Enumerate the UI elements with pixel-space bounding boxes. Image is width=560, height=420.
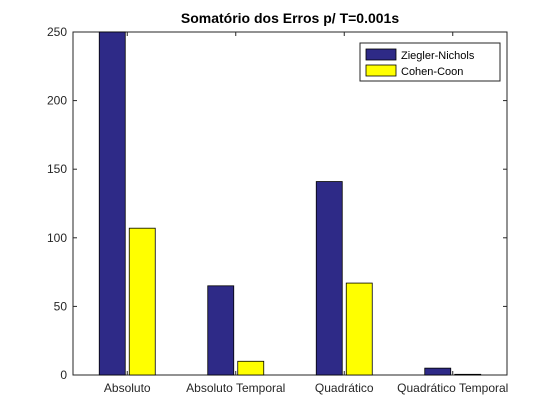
x-tick-label: Quadrático Temporal xyxy=(397,381,508,395)
bars xyxy=(98,31,482,376)
y-tick-label: 100 xyxy=(47,231,67,245)
legend: Ziegler-Nichols Cohen-Coon xyxy=(359,42,501,82)
bar-cohen-coon-3 xyxy=(454,373,482,376)
bar-ziegler-nichols-1 xyxy=(207,285,235,376)
x-tick-label: Quadrático xyxy=(315,381,374,395)
bar-ziegler-nichols-2 xyxy=(315,181,343,376)
legend-swatch-cohen-coon xyxy=(365,64,397,77)
chart-title: Somatório dos Erros p/ T=0.001s xyxy=(181,10,399,26)
bar-cohen-coon-2 xyxy=(345,282,373,376)
legend-label-cohen-coon: Cohen-Coon xyxy=(401,66,463,78)
bar-ziegler-nichols-0 xyxy=(98,31,126,376)
y-tick-label: 0 xyxy=(60,368,67,382)
axis-ticks xyxy=(73,31,507,376)
y-tick-label: 150 xyxy=(47,162,67,176)
bar-cohen-coon-1 xyxy=(237,360,265,376)
legend-swatch-ziegler-nichols xyxy=(365,48,397,61)
bar-ziegler-nichols-3 xyxy=(424,367,452,376)
x-tick-label: Absoluto xyxy=(104,381,151,395)
y-tick-label: 250 xyxy=(47,25,67,39)
bar-cohen-coon-0 xyxy=(128,227,156,376)
x-tick-label: Absoluto Temporal xyxy=(186,381,285,395)
y-tick-label: 50 xyxy=(54,299,68,313)
y-tick-labels: 0 50 100 150 200 250 xyxy=(47,25,67,382)
legend-label-ziegler-nichols: Ziegler-Nichols xyxy=(401,50,475,62)
y-tick-label: 200 xyxy=(47,94,67,108)
x-tick-labels: Absoluto Absoluto Temporal Quadrático Quadr… xyxy=(104,381,508,395)
